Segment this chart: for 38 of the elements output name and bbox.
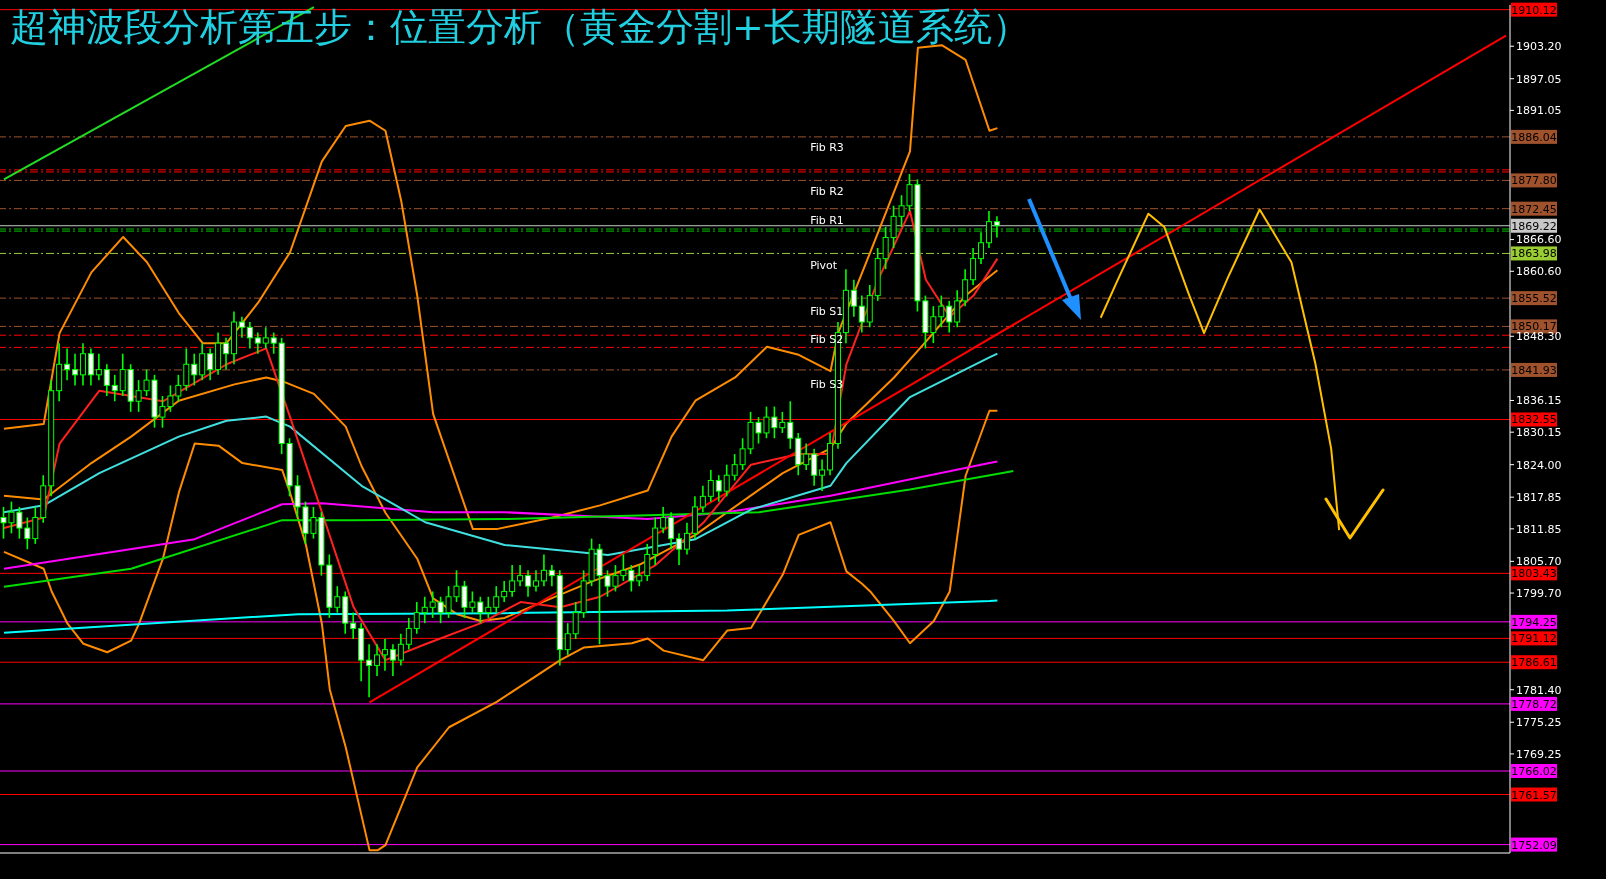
ref-line-label: 1863.98 — [1511, 247, 1557, 261]
y-tick-label: 1903.20 — [1516, 40, 1562, 54]
y-tick-label: 1836.15 — [1516, 394, 1562, 408]
y-tick-label: 1817.85 — [1516, 491, 1562, 505]
y-tick-label: 1897.05 — [1516, 72, 1562, 86]
y-tick-label: 1781.40 — [1516, 683, 1562, 697]
ref-line-label: 1794.25 — [1511, 615, 1557, 629]
chart-title: 超神波段分析第五步：位置分析（黄金分割+长期隧道系统） — [10, 4, 1030, 50]
ref-line-label: 1872.45 — [1511, 202, 1557, 216]
annotation: Fib R3 — [810, 140, 844, 154]
y-tick-label: 1811.85 — [1516, 522, 1562, 536]
ref-line-label: 1841.93 — [1511, 363, 1557, 377]
ref-line-label: 1855.52 — [1511, 292, 1557, 306]
annotation: Fib R2 — [810, 185, 844, 199]
y-tick-label: 1769.25 — [1516, 747, 1562, 761]
ref-line-label: 1778.72 — [1511, 697, 1557, 711]
y-tick-label: 1891.05 — [1516, 104, 1562, 118]
ref-line-label: 1910.12 — [1511, 3, 1557, 17]
y-tick-label: 1830.15 — [1516, 426, 1562, 440]
y-tick-label: 1799.70 — [1516, 586, 1562, 600]
ref-line-label: 1791.12 — [1511, 632, 1557, 646]
ref-line-label: 1877.80 — [1511, 174, 1557, 188]
annotation: Fib R1 — [810, 213, 844, 227]
y-tick-label: 1775.25 — [1516, 716, 1562, 730]
ref-line-label: 1832.55 — [1511, 413, 1557, 427]
y-tick-label: 1866.60 — [1516, 233, 1562, 247]
annotation: Fib S1 — [810, 304, 844, 318]
ref-line-label: 1869.22 — [1511, 219, 1557, 233]
y-tick-label: 1805.70 — [1516, 555, 1562, 569]
ref-line-label: 1766.02 — [1511, 765, 1557, 778]
ref-line-label: 1761.57 — [1511, 788, 1557, 802]
ref-line-label: 1886.04 — [1511, 130, 1557, 144]
y-tick-label: 1860.60 — [1516, 265, 1562, 279]
ref-line-label: 1786.61 — [1511, 656, 1557, 670]
annotation: Pivot — [810, 259, 838, 273]
y-tick-label: 1824.00 — [1516, 458, 1562, 472]
ref-line-label: 1803.43 — [1511, 567, 1557, 581]
ref-line-label: 1752.09 — [1511, 838, 1557, 852]
